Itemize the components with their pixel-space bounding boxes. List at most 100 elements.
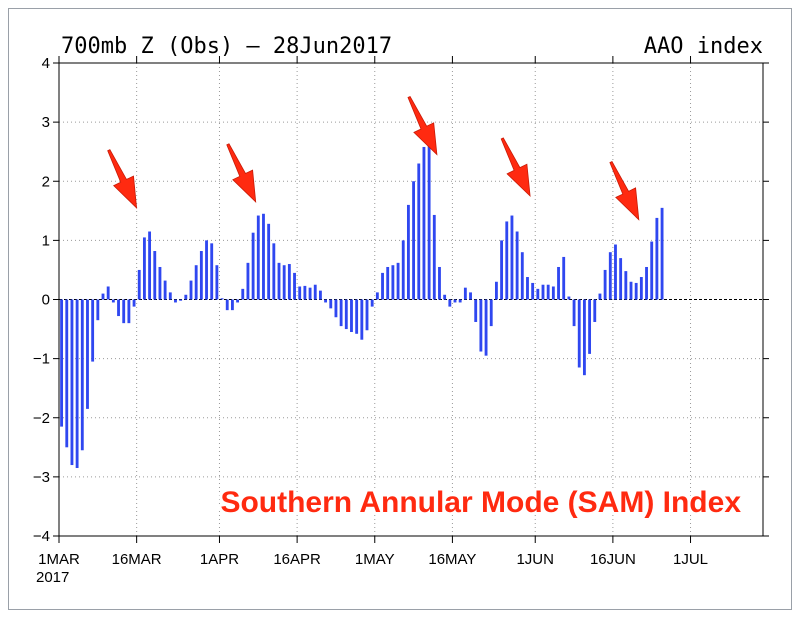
bar-113 xyxy=(645,266,648,300)
bar-108 xyxy=(619,258,623,300)
x-axis: 1MAR 16MAR 1APR 16APR 1MAY 16MAY 1JUN 16JUN 1JUL xyxy=(38,56,708,568)
y-tick-label-7: 3 xyxy=(42,114,50,131)
x-tick-label-7: 16JUN xyxy=(590,551,636,568)
year-label: 2017 xyxy=(36,569,69,586)
bar-111 xyxy=(634,282,638,300)
bar-48 xyxy=(308,287,312,300)
x-tick-label-6: 1JUN xyxy=(516,551,554,568)
bar-14 xyxy=(132,299,136,307)
bar-3 xyxy=(75,299,79,469)
sam-annotation: Southern Annular Mode (SAM) Index xyxy=(220,486,741,519)
bar-60 xyxy=(370,299,374,307)
bar-49 xyxy=(313,284,317,300)
chart-title: 700mb Z (Obs) – 28Jun2017 xyxy=(61,34,392,59)
bar-74 xyxy=(443,294,447,300)
bar-59 xyxy=(365,299,369,331)
bar-55 xyxy=(344,299,348,330)
bar-65 xyxy=(396,262,400,300)
bar-15 xyxy=(137,269,141,300)
bar-39 xyxy=(262,213,265,300)
bar-12 xyxy=(122,299,126,324)
x-tick-label-8: 1JUL xyxy=(673,551,708,568)
y-tick-label-4: 0 xyxy=(42,292,50,309)
bar-23 xyxy=(179,299,183,301)
bar-62 xyxy=(381,272,384,300)
x-tick-label-4: 1MAY xyxy=(355,551,395,568)
bar-38 xyxy=(256,215,260,300)
bar-27 xyxy=(199,251,203,300)
bar-41 xyxy=(272,243,276,300)
arrow-1 xyxy=(226,143,257,203)
bar-47 xyxy=(303,285,307,300)
bar-93 xyxy=(541,284,545,300)
bar-58 xyxy=(360,299,364,340)
bar-22 xyxy=(174,299,177,303)
bar-81 xyxy=(479,299,483,352)
y-tick-label-5: 1 xyxy=(42,232,50,249)
bar-34 xyxy=(236,299,240,303)
x-tick-label-0: 1MAR xyxy=(38,551,80,568)
bar-96 xyxy=(557,266,560,300)
bar-97 xyxy=(562,256,566,300)
bar-116 xyxy=(660,207,664,300)
bar-40 xyxy=(267,223,271,300)
bar-50 xyxy=(318,290,322,300)
bar-42 xyxy=(277,262,281,300)
bar-68 xyxy=(412,181,416,300)
arrows xyxy=(107,95,640,221)
bar-78 xyxy=(463,287,467,300)
bar-88 xyxy=(515,231,519,300)
bar-31 xyxy=(220,298,224,300)
chart-title-right: AAO index xyxy=(644,34,763,59)
bar-18 xyxy=(153,251,157,300)
bar-105 xyxy=(603,269,607,300)
bar-91 xyxy=(531,282,535,300)
x-tick-label-1: 16MAR xyxy=(112,551,162,568)
bar-35 xyxy=(241,288,245,300)
bar-104 xyxy=(598,293,602,300)
bar-101 xyxy=(582,299,586,376)
y-axis: −4 −3 −2 −1 0 1 2 3 4 xyxy=(33,55,769,545)
bar-75 xyxy=(448,299,452,307)
bar-77 xyxy=(458,299,462,303)
bar-71 xyxy=(427,133,431,300)
bar-99 xyxy=(572,299,576,327)
bar-114 xyxy=(650,241,654,300)
bar-53 xyxy=(334,299,338,318)
bar-66 xyxy=(401,240,405,300)
bar-7 xyxy=(96,299,100,321)
bar-20 xyxy=(163,280,167,300)
bar-67 xyxy=(406,204,410,300)
y-tick-label-6: 2 xyxy=(42,173,50,190)
bar-17 xyxy=(148,231,152,300)
bar-21 xyxy=(168,292,172,300)
bar-5 xyxy=(86,299,89,409)
bar-98 xyxy=(567,296,571,300)
bar-89 xyxy=(520,252,524,300)
bar-106 xyxy=(608,252,612,300)
bar-61 xyxy=(375,292,379,300)
aao-chart: −4 −3 −2 −1 0 1 2 3 4 1MAR 16MAR 1APR 16APR 1MAY 16MA… xyxy=(33,34,769,586)
bar-4 xyxy=(80,299,84,451)
bar-115 xyxy=(655,217,659,300)
bar-0 xyxy=(60,299,64,427)
bar-19 xyxy=(158,266,162,300)
bar-10 xyxy=(111,299,115,303)
bar-110 xyxy=(629,281,633,300)
y-tick-label-2: −2 xyxy=(33,410,50,427)
y-tick-label-0: −4 xyxy=(33,528,50,545)
y-tick-label-1: −3 xyxy=(33,469,50,486)
bar-43 xyxy=(282,265,286,300)
bar-25 xyxy=(189,280,193,300)
bar-45 xyxy=(293,272,296,300)
bar-6 xyxy=(91,299,95,362)
bar-100 xyxy=(577,299,581,368)
bar-37 xyxy=(251,232,255,300)
bar-86 xyxy=(505,221,509,300)
bar-51 xyxy=(324,299,328,303)
arrow-3 xyxy=(500,137,531,198)
bar-9 xyxy=(106,286,110,300)
bar-33 xyxy=(230,299,234,311)
bar-28 xyxy=(205,240,208,300)
x-tick-label-5: 16MAY xyxy=(428,551,476,568)
